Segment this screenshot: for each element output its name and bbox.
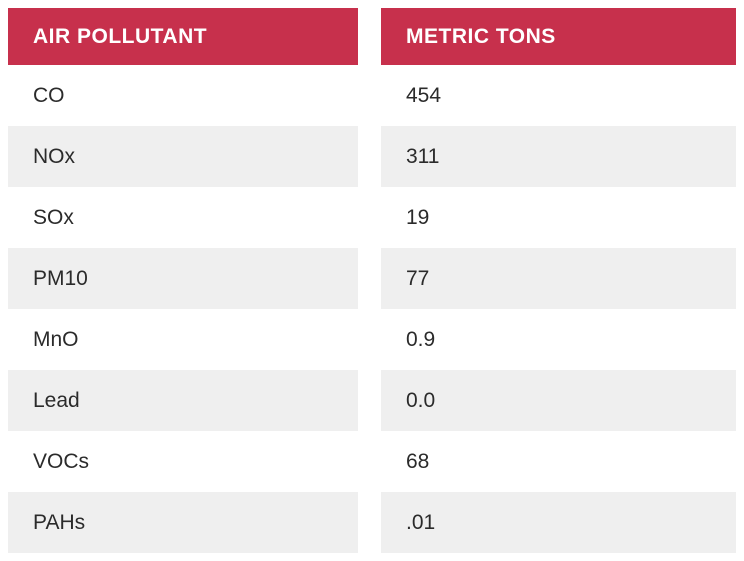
table-row: PAHs [8, 492, 358, 553]
table-row-value: 0.0 [381, 370, 736, 431]
table-row: CO [8, 65, 358, 126]
table-row: NOx [8, 126, 358, 187]
table-row-value: 454 [381, 65, 736, 126]
table-row-value: 77 [381, 248, 736, 309]
table-row-value: 68 [381, 431, 736, 492]
table-row: PM10 [8, 248, 358, 309]
column-header-metric-tons: METRIC TONS [381, 8, 736, 65]
table-row-value: .01 [381, 492, 736, 553]
table-row-value: 0.9 [381, 309, 736, 370]
table-row: MnO [8, 309, 358, 370]
table-row-value: 19 [381, 187, 736, 248]
table-row: Lead [8, 370, 358, 431]
table-row-value: 311 [381, 126, 736, 187]
pollutant-column: AIR POLLUTANT CO NOx SOx PM10 MnO Lead V… [8, 8, 358, 553]
column-header-air-pollutant: AIR POLLUTANT [8, 8, 358, 65]
table-row: SOx [8, 187, 358, 248]
table-row: VOCs [8, 431, 358, 492]
metric-tons-column: METRIC TONS 454 311 19 77 0.9 0.0 68 .01 [381, 8, 736, 553]
